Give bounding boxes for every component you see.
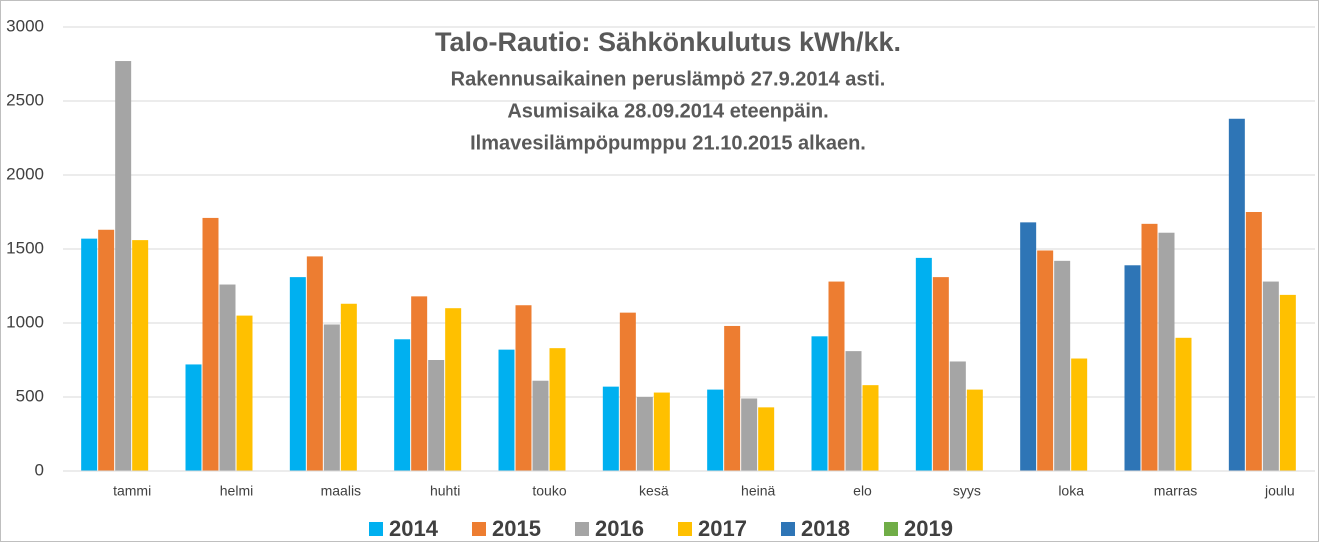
bar [445,308,462,471]
bar [549,348,566,471]
x-tick-label: kesä [639,483,669,499]
bar [758,407,775,471]
bar [1245,212,1262,471]
bar [1020,222,1037,471]
bar [323,324,340,471]
y-tick-label: 500 [16,386,44,405]
legend-swatch [575,522,589,536]
chart-subtitle: Ilmavesilämpöpumppu 21.10.2015 alkaen. [470,132,866,154]
bar [185,364,202,471]
legend-swatch [369,522,383,536]
bar [811,336,828,471]
y-tick-label: 1000 [6,312,44,331]
bar [915,257,932,471]
bar [306,256,323,471]
legend-label: 2016 [595,516,644,541]
x-tick-label: heinä [741,483,775,499]
bar [966,389,983,471]
x-tick-label: maalis [321,483,361,499]
bar [653,392,670,471]
legend-swatch [884,522,898,536]
bar [1279,294,1296,471]
legend-label: 2017 [698,516,747,541]
bar [1175,337,1192,471]
bar [411,296,428,471]
x-tick-label: loka [1058,483,1084,499]
legend-swatch [678,522,692,536]
bar [741,398,758,471]
chart-subtitle: Rakennusaikainen peruslämpö 27.9.2014 as… [451,68,886,90]
bar [1124,265,1141,471]
bar [115,61,132,471]
legend-label: 2018 [801,516,850,541]
bar [949,361,966,471]
bar [515,305,532,471]
bar [532,380,549,471]
bar [98,229,115,471]
bar [219,284,236,471]
legend-label: 2014 [389,516,439,541]
y-tick-label: 2500 [6,90,44,109]
bar [602,386,619,471]
y-tick-label: 0 [35,460,44,479]
x-tick-label: touko [532,483,566,499]
legend-label: 2019 [904,516,953,541]
x-tick-label: joulu [1264,483,1295,499]
x-tick-label: marras [1154,483,1198,499]
bar [1037,250,1054,471]
bar [132,240,149,471]
y-tick-label: 1500 [6,238,44,257]
bar [1071,358,1088,471]
bar [289,277,306,471]
bar [340,303,357,471]
x-tick-label: huhti [430,483,460,499]
chart-title: Talo-Rautio: Sähkönkulutus kWh/kk. [435,27,901,57]
legend-swatch [472,522,486,536]
legend-label: 2015 [492,516,541,541]
legend-swatch [781,522,795,536]
bar [932,277,949,471]
bar [202,217,219,471]
bar [498,349,515,471]
x-tick-label: tammi [113,483,151,499]
bar [636,397,653,471]
bar [862,385,879,471]
bar [1158,232,1175,471]
bar [828,281,845,471]
bar [1054,260,1071,471]
y-tick-label: 2000 [6,164,44,183]
bar [619,312,636,471]
bar [724,325,741,471]
y-tick-label: 3000 [6,16,44,35]
chart-subtitle: Asumisaika 28.09.2014 eteenpäin. [507,100,828,122]
bar [707,389,724,471]
x-tick-label: syys [953,483,981,499]
bar [1141,223,1158,471]
x-tick-label: elo [853,483,872,499]
bar [428,360,445,471]
x-tick-label: helmi [220,483,253,499]
bar [394,339,411,471]
bar [81,238,98,471]
bar [1228,118,1245,471]
bar [1262,281,1279,471]
bar [845,351,862,471]
bar [236,315,253,471]
